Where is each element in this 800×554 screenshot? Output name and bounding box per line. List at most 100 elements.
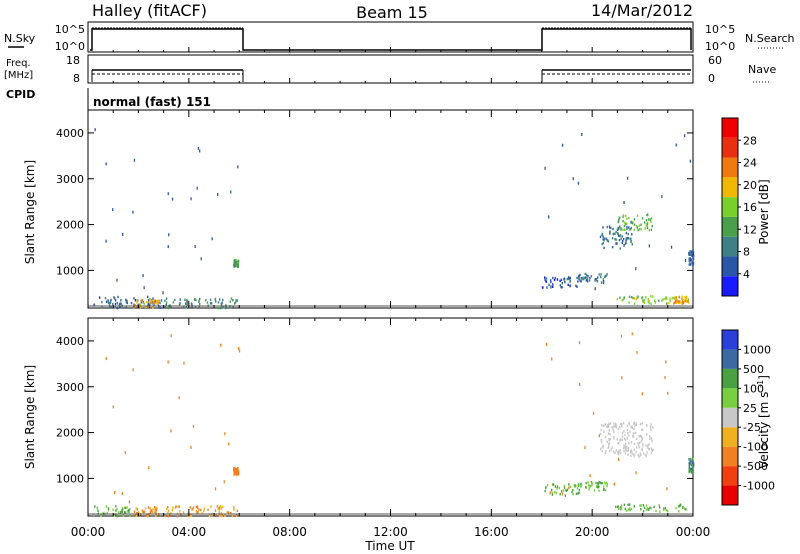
scatter-cell — [600, 438, 603, 442]
scatter-cell — [625, 509, 628, 512]
scatter-cell — [581, 276, 583, 280]
scatter-cell — [192, 508, 194, 511]
scatter-cell — [159, 301, 161, 305]
scatter-cell — [658, 504, 660, 507]
scatter-cell — [176, 515, 179, 518]
scatter-cell — [675, 143, 677, 147]
scatter-cell — [185, 306, 187, 309]
beam-title: Beam 15 — [356, 3, 428, 22]
scatter-cell — [196, 186, 198, 190]
scatter-cell — [234, 302, 236, 305]
scatter-cell — [688, 458, 690, 461]
x-tick-label: 04:00 — [172, 525, 207, 539]
scatter-cell — [602, 242, 605, 245]
scatter-cell — [620, 508, 622, 511]
scatter-cell — [615, 242, 617, 245]
scatter-cell — [165, 297, 168, 300]
scatter-cell — [234, 259, 236, 262]
scatter-cell — [635, 450, 637, 454]
y-tick-label: 3000 — [56, 381, 84, 394]
scatter-cell — [639, 452, 642, 455]
scatter-cell — [641, 447, 643, 450]
power-colorbar-label: Power [dB] — [757, 179, 771, 244]
scatter-cell — [545, 486, 547, 489]
scatter-cell — [544, 277, 546, 281]
scatter-cell — [600, 428, 602, 432]
scatter-cell — [620, 506, 623, 510]
scatter-cell — [692, 256, 695, 259]
scatter-cell — [550, 279, 552, 282]
scatter-cell — [624, 221, 626, 224]
scatter-cell — [167, 509, 170, 512]
scatter-cell — [651, 439, 653, 442]
scatter-cell — [126, 301, 128, 305]
scatter-cell — [608, 442, 611, 445]
scatter-cell — [692, 469, 694, 473]
scatter-cell — [630, 425, 632, 429]
scatter-cell — [628, 421, 630, 425]
scatter-cell — [581, 133, 583, 136]
scatter-cell — [152, 297, 154, 300]
nsearch-tick-low: 10^0 — [705, 40, 735, 53]
scatter-cell — [217, 306, 220, 310]
scatter-cell — [625, 231, 627, 235]
scatter-cell — [678, 504, 681, 508]
velocity-colorbar-tick-label: -100 — [743, 441, 768, 454]
scatter-cell — [110, 298, 112, 302]
scatter-cell — [594, 279, 596, 282]
scatter-cell — [667, 509, 669, 513]
scatter-cell — [602, 280, 605, 283]
scatter-cell — [637, 228, 639, 232]
power-colorbar-tick-label: 28 — [743, 134, 757, 147]
scatter-cell — [630, 454, 632, 458]
scatter-cell — [614, 425, 616, 428]
scatter-cell — [606, 225, 608, 229]
scatter-cell — [199, 149, 201, 153]
scatter-cell — [566, 277, 568, 281]
scatter-cell — [112, 508, 114, 511]
freq-label-bottom: [MHz] — [4, 70, 33, 81]
scatter-cell — [567, 276, 570, 279]
scatter-cell — [144, 507, 147, 510]
scatter-cell — [125, 300, 128, 304]
scatter-cell — [669, 297, 671, 300]
scatter-cell — [145, 305, 147, 309]
scatter-cell — [568, 486, 570, 490]
scatter-cell — [689, 250, 691, 253]
scatter-cell — [687, 298, 689, 301]
scatter-cell — [118, 511, 120, 514]
scatter-cell — [114, 306, 116, 309]
scatter-cell — [640, 227, 642, 231]
scatter-cell — [588, 484, 590, 487]
scatter-cell — [624, 442, 627, 446]
scatter-cell — [641, 435, 643, 438]
scatter-cell — [211, 302, 213, 305]
nsky-label: N.Sky — [4, 32, 36, 45]
scatter-cell — [575, 284, 577, 287]
scatter-cell — [235, 299, 237, 302]
scatter-cell — [672, 296, 675, 300]
scatter-cell — [613, 437, 615, 440]
power-colorbar-segment — [722, 118, 738, 138]
scatter-cell — [577, 181, 580, 185]
scatter-cell — [208, 513, 211, 517]
scatter-cell — [625, 438, 627, 442]
scatter-cell — [624, 433, 626, 436]
station-title: Halley (fitACF) — [92, 1, 207, 20]
scatter-cell — [211, 237, 213, 241]
scatter-cell — [598, 434, 600, 438]
scatter-cell — [145, 300, 148, 304]
scatter-cell — [619, 225, 621, 228]
scatter-cell — [622, 422, 625, 425]
scatter-cell — [601, 242, 603, 246]
scatter-cell — [684, 507, 686, 510]
scatter-cell — [604, 482, 606, 485]
power-colorbar: 4 8 12 16 20 24 28 — [721, 117, 757, 297]
velocity-colorbar: -1000 -500 -100 -25 25 100 500 1000 — [721, 329, 775, 506]
scatter-cell — [561, 286, 563, 289]
scatter-cell — [628, 295, 631, 298]
scatter-cell — [627, 449, 629, 452]
scatter-cell — [624, 223, 627, 226]
freq-tick-high: 18 — [66, 54, 80, 67]
x-tick-label: 12:00 — [373, 525, 408, 539]
